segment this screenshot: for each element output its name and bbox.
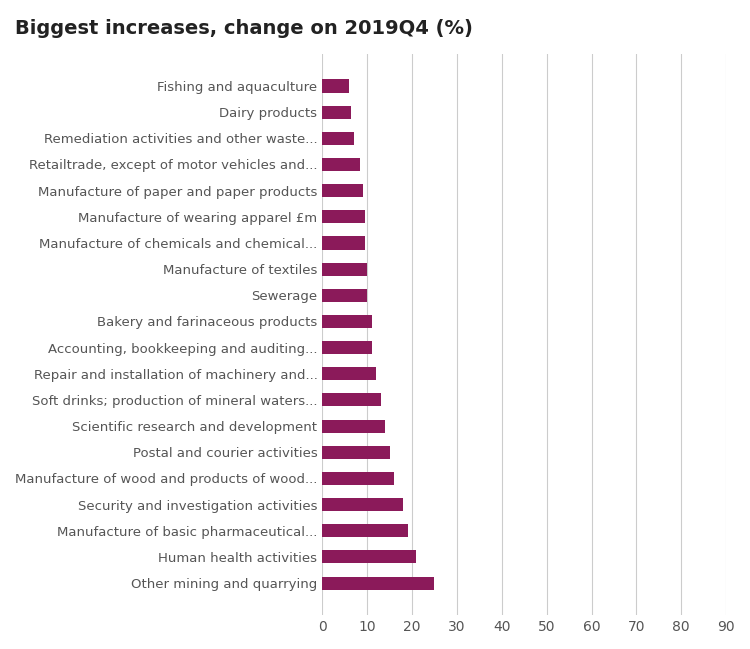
Bar: [322, 315, 371, 328]
Bar: [322, 289, 367, 302]
Bar: [322, 419, 385, 433]
Bar: [322, 341, 371, 354]
Bar: [322, 184, 363, 197]
Bar: [322, 132, 354, 145]
Bar: [322, 446, 389, 459]
Bar: [322, 524, 407, 537]
Bar: [322, 263, 367, 276]
Text: Biggest increases, change on 2019Q4 (%): Biggest increases, change on 2019Q4 (%): [15, 19, 472, 38]
Bar: [322, 393, 380, 406]
Bar: [322, 210, 365, 223]
Bar: [322, 498, 403, 511]
Bar: [322, 79, 350, 93]
Bar: [322, 236, 365, 249]
Bar: [322, 576, 434, 590]
Bar: [322, 367, 376, 380]
Bar: [322, 472, 394, 485]
Bar: [322, 158, 361, 171]
Bar: [322, 550, 416, 563]
Bar: [322, 106, 352, 119]
